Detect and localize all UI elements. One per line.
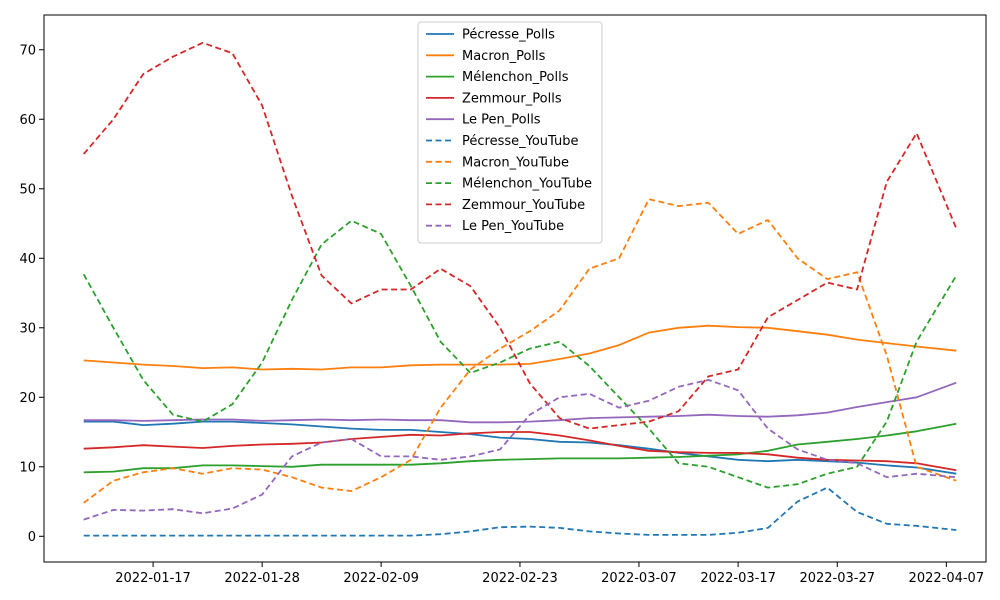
legend-label-m-lenchon-youtube: Mélenchon_YouTube: [462, 177, 592, 192]
legend-label-macron-youtube: Macron_YouTube: [462, 155, 569, 170]
legend: Pécresse_Polls Macron_Polls Mélenchon_Poll…: [417, 21, 603, 244]
legend-label-zemmour-youtube: Zemmour_YouTube: [462, 198, 585, 213]
axes: 2022-01-17 2022-01-28 2022-02-09 2022-02-23…: [19, 14, 987, 586]
x-tick-label: 2022-04-07: [909, 571, 985, 586]
y-tick-label: 10: [19, 460, 36, 475]
series-line-le-pen-polls: [83, 381, 957, 424]
series-line-zemmour-polls: [83, 431, 957, 472]
y-tick-label: 70: [19, 43, 36, 58]
legend-label-le-pen-polls: Le Pen_Polls: [462, 113, 541, 128]
series-line-p-cresse-youtube: [83, 486, 957, 537]
legend-label-zemmour-polls: Zemmour_Polls: [462, 91, 562, 106]
x-tick-label: 2022-02-09: [343, 571, 419, 586]
y-tick-label: 30: [19, 321, 36, 336]
legend-box: [417, 21, 603, 244]
legend-label-p-cresse-polls: Pécresse_Polls: [462, 28, 555, 43]
x-tick-label: 2022-03-07: [601, 571, 677, 586]
plot-frame: [43, 14, 987, 563]
series-line-p-cresse-polls: [83, 420, 957, 475]
plot-lines: [82, 41, 958, 537]
y-tick-label: 20: [19, 391, 36, 406]
legend-label-le-pen-youtube: Le Pen_YouTube: [462, 219, 564, 234]
series-line-m-lenchon-polls: [83, 422, 957, 474]
x-tick-label: 2022-03-17: [700, 571, 776, 586]
y-tick-label: 50: [19, 182, 36, 197]
series-line-le-pen-youtube: [83, 378, 957, 521]
series-line-macron-polls: [83, 324, 957, 371]
x-tick-label: 2022-02-23: [482, 571, 558, 586]
x-tick-label: 2022-03-27: [799, 571, 875, 586]
y-tick-label: 40: [19, 252, 36, 267]
series-line-zemmour-youtube: [83, 41, 958, 430]
y-tick-label: 0: [28, 530, 36, 545]
series-line-macron-youtube: [83, 198, 957, 504]
legend-label-m-lenchon-polls: Mélenchon_Polls: [462, 70, 569, 85]
y-tick-label: 60: [19, 113, 36, 128]
legend-label-p-cresse-youtube: Pécresse_YouTube: [462, 134, 579, 149]
series-line-m-lenchon-youtube: [82, 219, 958, 489]
legend-label-macron-polls: Macron_Polls: [462, 49, 546, 64]
x-tick-label: 2022-01-28: [224, 571, 300, 586]
x-tick-label: 2022-01-17: [115, 571, 191, 586]
